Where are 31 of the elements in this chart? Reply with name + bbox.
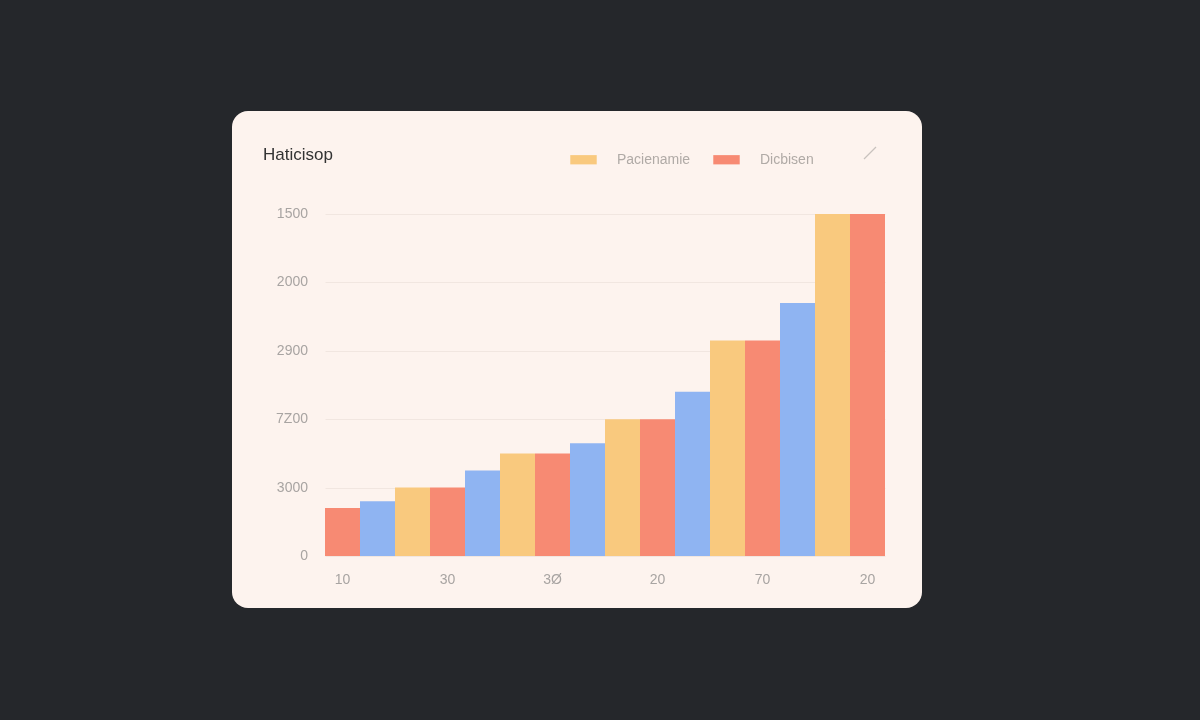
text: 3000 <box>276 478 309 495</box>
bar <box>430 487 465 556</box>
x-tick-label: 20 <box>649 570 666 587</box>
bar <box>710 340 745 556</box>
x-tick-label: 10 <box>334 570 351 587</box>
text: 0 <box>300 547 309 563</box>
x-tick-label: 70 <box>754 570 771 587</box>
bar <box>640 419 675 556</box>
text: 1500 <box>276 205 309 221</box>
x-tick-label: 20 <box>859 570 876 587</box>
chart-title: Haticisop <box>263 145 334 164</box>
bar <box>570 443 605 556</box>
bar <box>745 340 780 556</box>
text: 2000 <box>276 273 309 290</box>
bar <box>675 391 710 556</box>
bar <box>325 508 360 556</box>
text: 7Z00 <box>276 410 309 427</box>
bar <box>780 302 815 556</box>
bar <box>360 501 395 556</box>
x-tick-label: 3Ø <box>543 570 562 587</box>
x-tick-label: 30 <box>439 570 456 587</box>
bar <box>850 214 885 556</box>
text: 2900 <box>276 341 309 358</box>
bar <box>535 453 570 556</box>
bar <box>605 419 640 556</box>
legend-label: Dicbisen <box>760 150 814 167</box>
bar <box>500 453 535 556</box>
bar <box>465 470 500 556</box>
bar <box>395 487 430 556</box>
bar <box>815 214 850 556</box>
legend-label: Pacienamie <box>617 150 691 167</box>
